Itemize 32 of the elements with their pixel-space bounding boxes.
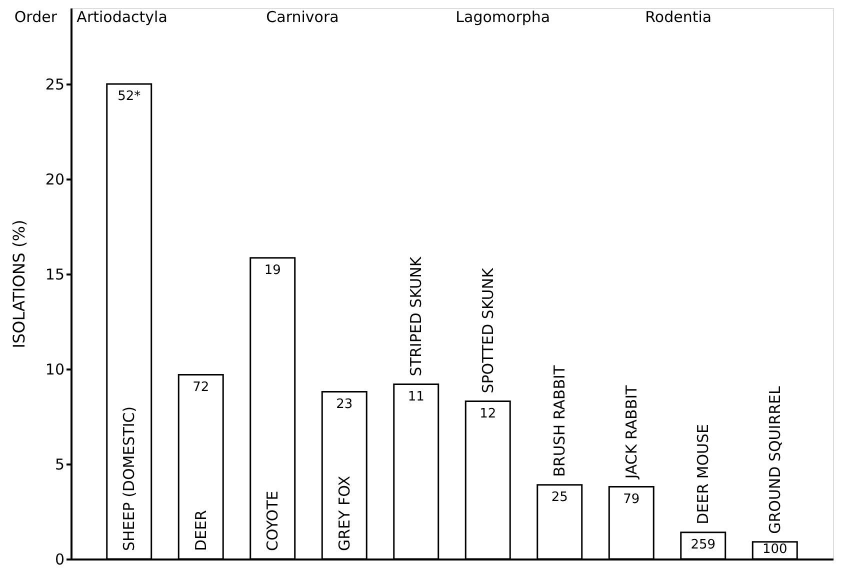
y-tick-label: 15 (45, 266, 64, 284)
annotation: 23 (336, 396, 353, 412)
x-tick-label: BRUSH RABBIT (550, 364, 569, 477)
annotation: 19 (264, 263, 281, 278)
annotation: 52* (118, 89, 142, 104)
x-tick-label: SHEEP (DOMESTIC) (120, 406, 138, 551)
annotation: Lagomorpha (456, 8, 550, 26)
text: Order (14, 8, 58, 26)
annotation: 25 (551, 490, 568, 506)
x-tick-label: JACK RABBIT (622, 384, 640, 480)
x-tick-label: STRIPED SKUNK (407, 256, 426, 376)
x-tick-label: DEER (192, 510, 210, 551)
y-tick-label: 20 (45, 170, 64, 188)
x-tick-label: COYOTE (264, 490, 282, 551)
annotation: Carnivora (266, 8, 339, 26)
annotation: 72 (192, 380, 210, 395)
annotation: 11 (408, 389, 424, 404)
x-tick-label: DEER MOUSE (694, 424, 712, 524)
y-tick-label: 5 (54, 456, 64, 474)
annotation: 259 (690, 537, 716, 552)
x-tick-label: SPOTTED SKUNK (478, 266, 497, 394)
annotation: Artiodactyla (76, 8, 168, 26)
y-tick-label: 25 (45, 76, 64, 94)
x-tick-label: GROUND SQUIRREL (766, 385, 784, 534)
annotation: 79 (623, 492, 640, 507)
annotation: 12 (480, 406, 496, 422)
y-tick-label: 10 (45, 360, 64, 378)
y-tick-label: 0 (54, 550, 64, 568)
annotation: 100 (762, 542, 788, 558)
x-tick-label: GREY FOX (335, 476, 354, 551)
y-axis-title: ISOLATIONS (%) (9, 220, 28, 348)
annotation: Rodentia (645, 8, 712, 26)
